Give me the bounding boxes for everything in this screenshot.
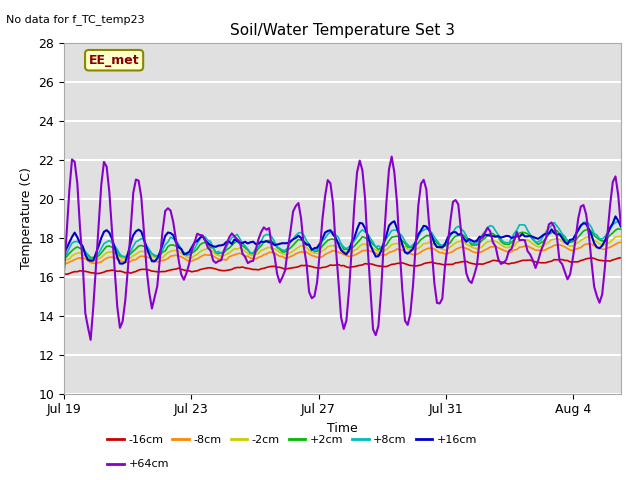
+8cm <box>614 218 622 224</box>
-16cm <box>529 258 537 264</box>
Title: Soil/Water Temperature Set 3: Soil/Water Temperature Set 3 <box>230 23 455 38</box>
-16cm <box>180 267 188 273</box>
Line: +64cm: +64cm <box>64 156 621 340</box>
+64cm <box>532 265 540 271</box>
-8cm <box>324 250 332 256</box>
+2cm <box>65 251 73 256</box>
+8cm <box>87 257 95 263</box>
+16cm <box>529 234 537 240</box>
+2cm <box>614 226 622 231</box>
-2cm <box>180 252 188 257</box>
Line: +2cm: +2cm <box>64 228 621 259</box>
+8cm <box>60 254 68 260</box>
+64cm <box>340 326 348 332</box>
Line: -16cm: -16cm <box>64 258 621 274</box>
-2cm <box>65 256 73 262</box>
+64cm <box>564 276 572 282</box>
+16cm <box>119 261 127 266</box>
-8cm <box>60 261 68 267</box>
+8cm <box>65 245 73 251</box>
+8cm <box>561 233 569 239</box>
Line: +8cm: +8cm <box>64 221 621 260</box>
-2cm <box>561 240 569 246</box>
+2cm <box>324 238 332 243</box>
+2cm <box>337 241 345 247</box>
-16cm <box>340 263 348 268</box>
+8cm <box>340 244 348 250</box>
+8cm <box>617 221 625 227</box>
-2cm <box>340 248 348 254</box>
+64cm <box>617 222 625 228</box>
+64cm <box>388 154 396 159</box>
-16cm <box>617 255 625 261</box>
Line: +16cm: +16cm <box>64 216 621 264</box>
+16cm <box>65 240 73 245</box>
+64cm <box>65 188 73 193</box>
+64cm <box>60 269 68 275</box>
-2cm <box>90 258 97 264</box>
+2cm <box>177 247 185 252</box>
+8cm <box>326 229 334 235</box>
+16cm <box>612 214 620 219</box>
Legend: +64cm: +64cm <box>103 455 173 474</box>
Line: -2cm: -2cm <box>64 237 621 261</box>
+2cm <box>60 256 68 262</box>
+16cm <box>60 250 68 255</box>
-2cm <box>326 243 334 249</box>
+16cm <box>561 239 569 245</box>
-8cm <box>558 243 566 249</box>
-2cm <box>60 258 68 264</box>
Text: No data for f_TC_temp23: No data for f_TC_temp23 <box>6 14 145 25</box>
+8cm <box>180 250 188 256</box>
+64cm <box>326 180 334 186</box>
+16cm <box>180 252 188 257</box>
X-axis label: Time: Time <box>327 422 358 435</box>
-16cm <box>63 271 70 277</box>
+16cm <box>340 250 348 255</box>
Y-axis label: Temperature (C): Temperature (C) <box>20 168 33 269</box>
-8cm <box>177 254 185 260</box>
-8cm <box>337 250 345 256</box>
+64cm <box>87 337 95 343</box>
-2cm <box>529 241 537 247</box>
+64cm <box>180 277 188 283</box>
-8cm <box>526 245 534 251</box>
+16cm <box>617 224 625 229</box>
+8cm <box>529 235 537 241</box>
-16cm <box>60 271 68 277</box>
+2cm <box>558 232 566 238</box>
+16cm <box>326 228 334 233</box>
-16cm <box>68 269 76 275</box>
+2cm <box>617 227 625 232</box>
-8cm <box>617 240 625 245</box>
Line: -8cm: -8cm <box>64 242 621 264</box>
Text: EE_met: EE_met <box>89 54 140 67</box>
-16cm <box>326 262 334 268</box>
-16cm <box>561 258 569 264</box>
-2cm <box>617 234 625 240</box>
+2cm <box>526 234 534 240</box>
-8cm <box>65 259 73 265</box>
